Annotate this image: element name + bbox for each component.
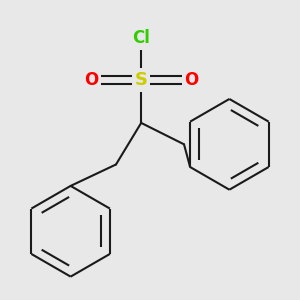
- Text: Cl: Cl: [132, 29, 150, 47]
- Text: O: O: [84, 71, 98, 89]
- Text: O: O: [184, 71, 199, 89]
- Text: S: S: [135, 71, 148, 89]
